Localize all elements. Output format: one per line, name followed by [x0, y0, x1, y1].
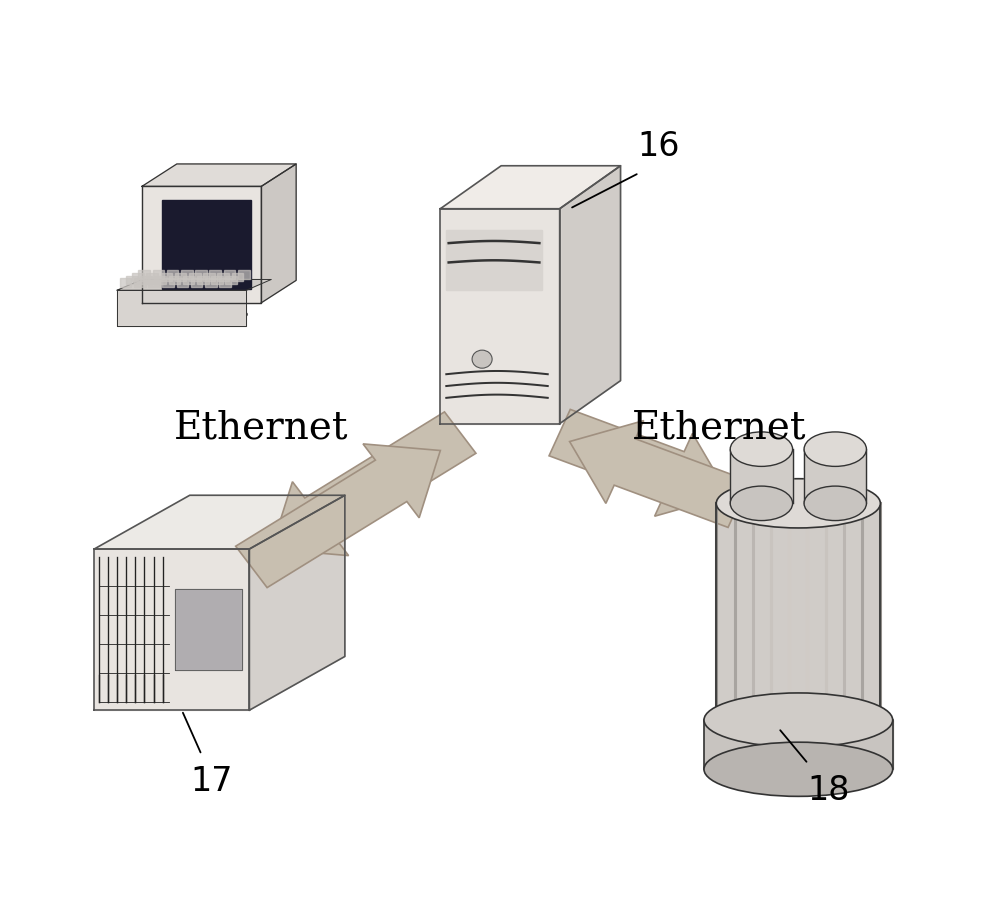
Polygon shape: [261, 164, 296, 303]
Ellipse shape: [176, 307, 247, 322]
Polygon shape: [181, 270, 193, 278]
Polygon shape: [225, 276, 237, 284]
Ellipse shape: [730, 432, 793, 467]
Polygon shape: [236, 444, 440, 587]
Text: 18: 18: [807, 774, 849, 807]
Polygon shape: [134, 278, 146, 287]
Polygon shape: [804, 450, 866, 504]
Polygon shape: [704, 720, 893, 769]
Ellipse shape: [704, 693, 893, 747]
Polygon shape: [446, 231, 542, 290]
Polygon shape: [191, 278, 202, 287]
Polygon shape: [211, 276, 223, 284]
Polygon shape: [203, 273, 215, 281]
Polygon shape: [189, 273, 201, 281]
Polygon shape: [440, 166, 621, 209]
Polygon shape: [120, 278, 131, 287]
Polygon shape: [140, 276, 152, 284]
Ellipse shape: [804, 487, 866, 521]
Polygon shape: [153, 270, 164, 278]
Polygon shape: [162, 278, 174, 287]
Polygon shape: [271, 412, 476, 556]
Polygon shape: [549, 409, 729, 516]
Polygon shape: [117, 279, 271, 290]
Polygon shape: [126, 276, 138, 284]
Polygon shape: [238, 270, 250, 278]
Polygon shape: [209, 270, 221, 278]
Polygon shape: [249, 496, 345, 710]
Polygon shape: [169, 276, 180, 284]
Polygon shape: [162, 200, 251, 289]
Ellipse shape: [716, 696, 880, 744]
Polygon shape: [560, 166, 621, 423]
Polygon shape: [148, 278, 160, 287]
Polygon shape: [132, 273, 144, 281]
Text: Ethernet: Ethernet: [632, 410, 806, 447]
Polygon shape: [195, 270, 207, 278]
Polygon shape: [175, 589, 242, 669]
Text: 16: 16: [638, 130, 680, 162]
Ellipse shape: [704, 742, 893, 796]
Polygon shape: [142, 164, 296, 187]
Ellipse shape: [716, 478, 880, 528]
Text: 17: 17: [190, 765, 233, 798]
Polygon shape: [138, 270, 150, 278]
Polygon shape: [217, 273, 229, 281]
Polygon shape: [197, 276, 209, 284]
Polygon shape: [175, 273, 186, 281]
Circle shape: [472, 350, 492, 369]
Polygon shape: [161, 273, 172, 281]
Polygon shape: [177, 278, 188, 287]
Polygon shape: [219, 278, 231, 287]
Polygon shape: [440, 209, 560, 423]
Polygon shape: [142, 187, 261, 303]
Ellipse shape: [730, 487, 793, 521]
Polygon shape: [94, 549, 249, 710]
Polygon shape: [232, 273, 243, 281]
Polygon shape: [205, 278, 217, 287]
Text: Ethernet: Ethernet: [174, 410, 349, 447]
Ellipse shape: [804, 432, 866, 467]
Polygon shape: [167, 270, 178, 278]
Polygon shape: [154, 276, 166, 284]
Polygon shape: [716, 504, 880, 720]
Polygon shape: [730, 450, 793, 504]
Polygon shape: [94, 496, 345, 549]
Polygon shape: [183, 276, 194, 284]
Polygon shape: [224, 270, 235, 278]
Polygon shape: [570, 421, 749, 527]
Polygon shape: [146, 273, 158, 281]
Polygon shape: [117, 290, 246, 326]
